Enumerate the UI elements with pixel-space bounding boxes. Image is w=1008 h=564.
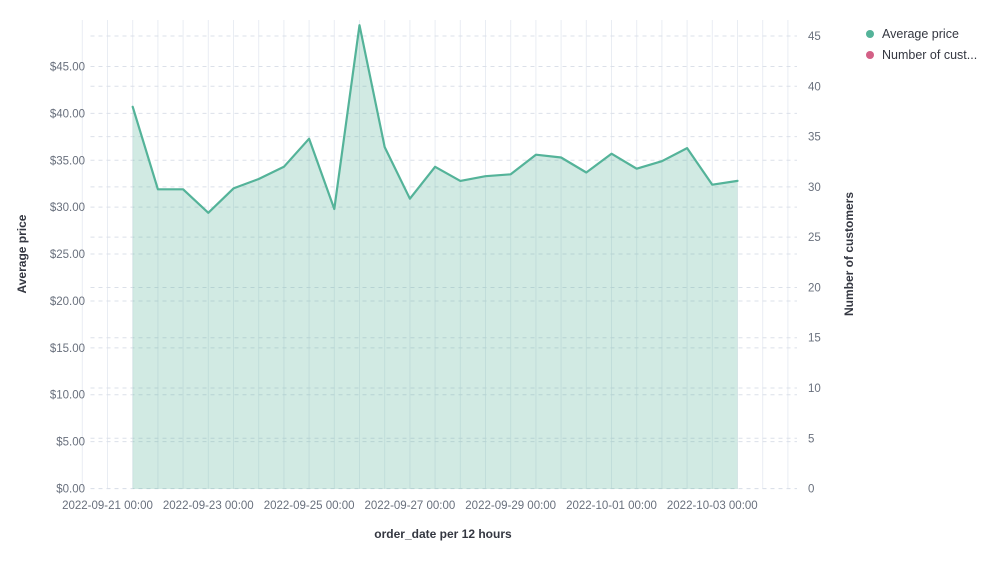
y-right-tick-label: 10	[808, 383, 821, 395]
y-left-tick-label: $10.00	[50, 390, 85, 402]
y-left-tick-label: $30.00	[50, 202, 85, 214]
y-right-tick-label: 0	[808, 484, 814, 496]
legend-item-average-price[interactable]: Average price	[866, 24, 1006, 44]
y-left-tick-label: $20.00	[50, 296, 85, 308]
y-left-tick-label: $0.00	[56, 484, 85, 496]
y-left-tick-label: $15.00	[50, 343, 85, 355]
x-tick-label: 2022-09-25 00:00	[264, 500, 355, 512]
y-left-tick-label: $35.00	[50, 155, 85, 167]
legend-dot-number-of-customers-icon	[866, 51, 874, 59]
x-tick-label: 2022-09-23 00:00	[163, 500, 254, 512]
y-right-tick-label: 5	[808, 433, 814, 445]
y-left-tick-label: $45.00	[50, 62, 85, 74]
x-tick-label: 2022-09-27 00:00	[364, 500, 455, 512]
legend-label: Number of cust...	[882, 48, 978, 62]
area-fill	[132, 25, 738, 489]
y-left-axis-title: Average price	[15, 214, 29, 294]
y-right-tick-label: 30	[808, 182, 821, 194]
y-right-tick-label: 25	[808, 232, 821, 244]
y-left-tick-label: $5.00	[56, 437, 85, 449]
x-tick-label: 2022-09-29 00:00	[465, 500, 556, 512]
x-tick-label: 2022-10-01 00:00	[566, 500, 657, 512]
y-right-tick-label: 35	[808, 132, 821, 144]
y-right-tick-label: 40	[808, 81, 821, 93]
y-right-tick-label: 45	[808, 31, 821, 43]
x-tick-label: 2022-10-03 00:00	[667, 500, 758, 512]
legend: Average price Number of cust...	[866, 24, 1006, 65]
y-right-tick-label: 15	[808, 333, 821, 345]
line-series	[131, 24, 739, 214]
y-left-tick-label: $40.00	[50, 108, 85, 120]
y-left-tick-label: $25.00	[50, 249, 85, 261]
legend-label: Average price	[882, 27, 959, 41]
legend-item-number-of-customers[interactable]: Number of cust...	[866, 45, 1006, 65]
x-tick-label: 2022-09-21 00:00	[62, 500, 153, 512]
x-axis-title: order_date per 12 hours	[374, 527, 512, 541]
legend-dot-average-price-icon	[866, 30, 874, 38]
y-right-tick-label: 20	[808, 282, 821, 294]
y-right-axis-title: Number of customers	[842, 191, 856, 317]
